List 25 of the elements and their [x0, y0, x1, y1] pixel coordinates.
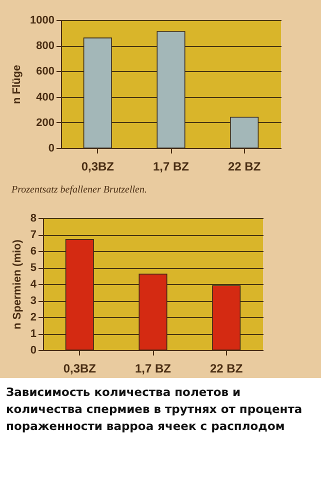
- text: Зависимость количества полетов и количества спермиев в трутнях от процента пораженности варроа ячеек с расплодом: [6, 384, 304, 435]
- y-tick-label: 8: [30, 212, 36, 224]
- x-tick-label: 0,3BZ: [81, 160, 114, 174]
- x-tick-label: 22 BZ: [210, 362, 243, 376]
- y-axis-title: n Flüge: [11, 64, 24, 104]
- y-tick-label: 400: [36, 91, 54, 104]
- x-axis-title: Prozentsatz befallener Brutzellen.: [10, 184, 147, 196]
- y-tick-label: 1000: [30, 14, 54, 26]
- y-tick-label: 3: [30, 295, 36, 307]
- x-tick-label: 1,7 BZ: [152, 160, 190, 174]
- y-axis-title: n Spermien (mio): [11, 239, 24, 330]
- y-tick-label: 2: [30, 312, 36, 324]
- y-tick-label: 0: [30, 344, 36, 356]
- y-tick-label: 800: [36, 40, 54, 52]
- y-tick-label: 200: [36, 116, 54, 129]
- y-tick-label: 600: [36, 66, 54, 78]
- x-tick-label: 1,7 BZ: [134, 362, 172, 376]
- x-tick-label: 0,3BZ: [63, 362, 96, 376]
- y-tick-label: 5: [30, 262, 36, 274]
- y-tick-label: 0: [48, 142, 54, 154]
- y-tick-label: 7: [30, 229, 36, 241]
- y-tick-label: 1: [30, 328, 36, 340]
- x-tick-label: 22 BZ: [228, 160, 261, 174]
- y-tick-label: 4: [30, 278, 38, 290]
- y-tick-label: 6: [30, 246, 36, 258]
